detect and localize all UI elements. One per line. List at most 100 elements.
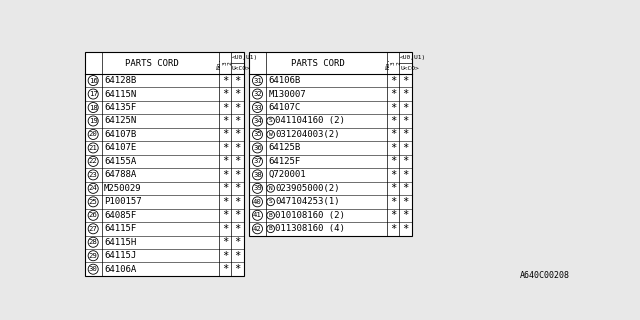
- Text: 37: 37: [253, 158, 262, 164]
- Text: 27: 27: [89, 226, 97, 232]
- Text: B: B: [269, 226, 273, 231]
- Text: 33: 33: [253, 105, 262, 110]
- Text: 21: 21: [89, 145, 97, 151]
- Text: 16: 16: [89, 77, 97, 84]
- Text: *: *: [234, 210, 241, 220]
- Text: 64107E: 64107E: [104, 143, 136, 152]
- Text: PARTS CORD: PARTS CORD: [125, 59, 179, 68]
- Text: *: *: [234, 264, 241, 274]
- Text: No.
3
2: No. 3 2: [217, 57, 233, 69]
- Text: <U0,U1): <U0,U1): [400, 54, 426, 60]
- Text: *: *: [222, 89, 228, 99]
- Text: *: *: [234, 156, 241, 166]
- Text: 32: 32: [253, 91, 262, 97]
- Text: 19: 19: [89, 118, 97, 124]
- Text: M130007: M130007: [268, 90, 306, 99]
- Text: 18: 18: [89, 105, 97, 110]
- Text: *: *: [390, 89, 396, 99]
- Text: *: *: [234, 183, 241, 193]
- Text: *: *: [222, 143, 228, 153]
- Text: *: *: [403, 224, 408, 234]
- Bar: [84, 52, 244, 276]
- Text: *: *: [390, 183, 396, 193]
- Text: B: B: [269, 213, 273, 218]
- Text: *: *: [403, 183, 408, 193]
- Text: *: *: [222, 156, 228, 166]
- Text: Q720001: Q720001: [268, 170, 306, 180]
- Text: *: *: [234, 224, 241, 234]
- Text: 28: 28: [89, 239, 97, 245]
- Text: U<CO>: U<CO>: [400, 66, 419, 71]
- Text: *: *: [390, 197, 396, 207]
- Text: *: *: [403, 156, 408, 166]
- Text: *: *: [403, 102, 408, 113]
- Text: *: *: [403, 143, 408, 153]
- Text: *: *: [403, 210, 408, 220]
- Text: *: *: [222, 170, 228, 180]
- Text: PARTS CORD: PARTS CORD: [291, 59, 345, 68]
- Text: *: *: [390, 170, 396, 180]
- Text: 011308160 (4): 011308160 (4): [275, 224, 345, 233]
- Text: *: *: [390, 130, 396, 140]
- Text: *: *: [403, 130, 408, 140]
- Text: 41: 41: [253, 212, 262, 218]
- Text: 64125F: 64125F: [268, 157, 301, 166]
- Text: 29: 29: [89, 253, 97, 259]
- Text: *: *: [403, 170, 408, 180]
- Text: *: *: [403, 89, 408, 99]
- Text: 64125N: 64125N: [104, 116, 136, 125]
- Text: 35: 35: [253, 132, 262, 138]
- Text: 041104160 (2): 041104160 (2): [275, 116, 345, 125]
- Text: *: *: [222, 130, 228, 140]
- Text: *: *: [234, 89, 241, 99]
- Text: P100157: P100157: [104, 197, 141, 206]
- Bar: [249, 52, 412, 236]
- Text: *: *: [222, 264, 228, 274]
- Text: *: *: [222, 197, 228, 207]
- Text: 30: 30: [89, 266, 97, 272]
- Text: 40: 40: [253, 199, 262, 205]
- Text: 64115F: 64115F: [104, 224, 136, 233]
- Text: *: *: [403, 197, 408, 207]
- Text: 24: 24: [89, 185, 97, 191]
- Text: 64135F: 64135F: [104, 103, 136, 112]
- Text: S: S: [269, 199, 273, 204]
- Text: *: *: [390, 224, 396, 234]
- Text: 23: 23: [89, 172, 97, 178]
- Text: 64788A: 64788A: [104, 170, 136, 180]
- Text: *: *: [234, 170, 241, 180]
- Text: *: *: [234, 130, 241, 140]
- Text: *: *: [222, 102, 228, 113]
- Text: *: *: [234, 102, 241, 113]
- Text: 64128B: 64128B: [104, 76, 136, 85]
- Text: *: *: [222, 76, 228, 85]
- Text: 42: 42: [253, 226, 262, 232]
- Text: 031204003(2): 031204003(2): [275, 130, 340, 139]
- Text: 010108160 (2): 010108160 (2): [275, 211, 345, 220]
- Text: *: *: [390, 76, 396, 85]
- Text: <U0,U1): <U0,U1): [232, 54, 258, 60]
- Text: *: *: [222, 251, 228, 261]
- Text: 64115J: 64115J: [104, 251, 136, 260]
- Text: A640C00208: A640C00208: [520, 271, 570, 280]
- Text: 26: 26: [89, 212, 97, 218]
- Text: *: *: [234, 197, 241, 207]
- Text: *: *: [222, 183, 228, 193]
- Text: M250029: M250029: [104, 184, 141, 193]
- Text: 39: 39: [253, 185, 262, 191]
- Text: *: *: [234, 251, 241, 261]
- Text: No.
3
2: No. 3 2: [385, 57, 401, 69]
- Text: 64085F: 64085F: [104, 211, 136, 220]
- Text: 023905000(2): 023905000(2): [275, 184, 340, 193]
- Text: 22: 22: [89, 158, 97, 164]
- Text: *: *: [403, 116, 408, 126]
- Text: 64115N: 64115N: [104, 90, 136, 99]
- Text: 34: 34: [253, 118, 262, 124]
- Text: *: *: [234, 116, 241, 126]
- Text: 64125B: 64125B: [268, 143, 301, 152]
- Text: 38: 38: [253, 172, 262, 178]
- Text: *: *: [390, 102, 396, 113]
- Text: 64155A: 64155A: [104, 157, 136, 166]
- Text: 047104253(1): 047104253(1): [275, 197, 340, 206]
- Text: 31: 31: [253, 77, 262, 84]
